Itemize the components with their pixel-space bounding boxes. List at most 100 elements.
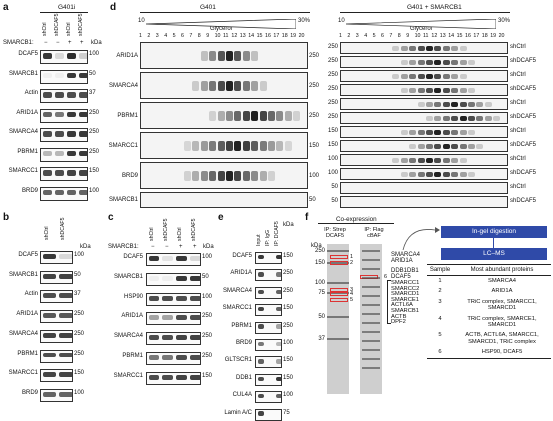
- western-blot-strip: [255, 269, 282, 282]
- blot-band: [275, 306, 281, 312]
- band-number: 5: [350, 297, 354, 303]
- condition-label: shDCAF5: [510, 142, 537, 148]
- blot-band: [78, 150, 87, 157]
- band-number: 3: [350, 287, 354, 293]
- blot-band: [217, 51, 225, 61]
- blot-band: [468, 88, 475, 93]
- blot-band: [434, 172, 442, 177]
- western-blot-strip: [146, 292, 201, 306]
- blot-band: [459, 60, 467, 65]
- blot-band: [459, 116, 467, 121]
- western-blot-strip: [255, 373, 282, 386]
- fraction-number: 8: [397, 33, 401, 39]
- blot-band: [251, 141, 259, 151]
- fraction-number: 19: [290, 33, 297, 39]
- blot-band: [417, 46, 425, 51]
- mw-marker: 150: [327, 128, 338, 134]
- mw-marker: 250: [327, 72, 338, 78]
- blot-band: [192, 141, 200, 151]
- blot-band: [476, 144, 484, 149]
- glycerol-fraction-blot: [340, 140, 508, 152]
- blot-label: CUL4A: [232, 392, 252, 399]
- blot-label: SMARCB1: [113, 273, 143, 280]
- western-blot-strip: [40, 388, 73, 402]
- lane-label: shDCAF5: [54, 13, 60, 37]
- western-blot-strip: [40, 329, 73, 343]
- glycerol-fraction-blot: [340, 56, 508, 68]
- glycerol-fraction-blot: [340, 42, 508, 54]
- blot-band: [176, 335, 187, 341]
- blot-band: [42, 150, 52, 157]
- mw-marker: 250: [327, 44, 338, 50]
- complex-subunit-label: SMARCB1: [391, 308, 420, 314]
- mw-marker: 250: [202, 333, 213, 340]
- blot-band: [66, 170, 76, 176]
- blot-band: [242, 111, 250, 121]
- western-blot-strip: [40, 147, 88, 162]
- blot-band: [400, 46, 408, 51]
- blot-band: [162, 275, 173, 281]
- fraction-number: 20: [498, 33, 505, 39]
- blot-band: [189, 335, 200, 341]
- blot-band: [59, 254, 72, 259]
- blot-band: [417, 130, 425, 135]
- blot-band: [468, 130, 475, 135]
- blot-band: [442, 172, 450, 177]
- blot-band: [176, 374, 187, 380]
- blot-band: [426, 130, 433, 135]
- gel-band: [362, 322, 380, 324]
- blot-band: [275, 289, 281, 295]
- blot-band: [66, 150, 76, 157]
- glycerol-gradient-wedge: [346, 19, 496, 29]
- blot-label: Actin: [24, 90, 38, 96]
- blot-band: [209, 141, 217, 151]
- blot-label: ARID1A: [16, 311, 38, 318]
- blot-band: [234, 81, 242, 91]
- table-header-cell: Most abundant proteins: [470, 267, 534, 273]
- blot-band: [189, 315, 200, 321]
- blot-band: [434, 46, 442, 51]
- lane-label: shCtrl: [42, 22, 48, 36]
- mw-marker: 250: [283, 270, 294, 277]
- western-blot-strip: [40, 290, 73, 304]
- blot-band: [442, 158, 450, 163]
- blot-band: [226, 81, 233, 91]
- blot-band: [200, 141, 208, 151]
- blot-label: BRD9: [21, 187, 38, 194]
- blot-band: [192, 171, 200, 181]
- blot-band: [442, 88, 450, 93]
- gel-mw-marker: 75: [318, 290, 325, 296]
- panel-a-row-header: SMARCB1:: [3, 40, 34, 46]
- gel-band: [362, 268, 380, 270]
- blot-band: [459, 144, 467, 149]
- blot-band: [451, 74, 459, 79]
- blot-band: [400, 172, 408, 177]
- western-blot-strip: [40, 186, 88, 201]
- gel-band: [362, 277, 380, 279]
- western-blot-strip: [40, 108, 88, 123]
- blot-band: [409, 46, 417, 51]
- blot-band: [434, 144, 442, 149]
- lane-label: shCtrl: [66, 22, 72, 36]
- blot-band: [54, 150, 64, 157]
- blot-band: [257, 411, 264, 416]
- western-blot-strip: [255, 391, 282, 404]
- results-table: Sample Most abundant proteins 1 SMARCA4 2 ARI…: [427, 264, 551, 359]
- gel-band: [362, 358, 380, 360]
- gel-band: [362, 340, 380, 342]
- complex-subunit-label: SMARCC2: [391, 285, 420, 292]
- blot-band: [451, 130, 459, 135]
- blot-band: [251, 171, 259, 181]
- blot-band: [59, 273, 72, 279]
- fraction-number: 18: [281, 33, 288, 39]
- mw-marker: 150: [202, 372, 213, 379]
- blot-band: [459, 158, 467, 163]
- band-number: 2: [350, 260, 354, 266]
- western-blot-strip: [255, 286, 282, 299]
- blot-band: [66, 111, 76, 118]
- blot-band: [54, 72, 64, 79]
- table-proteins-cell: ACTB, ACTL6A, SMARCC1, SMARCD1, TRiC com…: [465, 332, 539, 345]
- fraction-number: 4: [164, 33, 168, 39]
- band-number: 1: [350, 254, 354, 260]
- blot-band: [409, 60, 417, 65]
